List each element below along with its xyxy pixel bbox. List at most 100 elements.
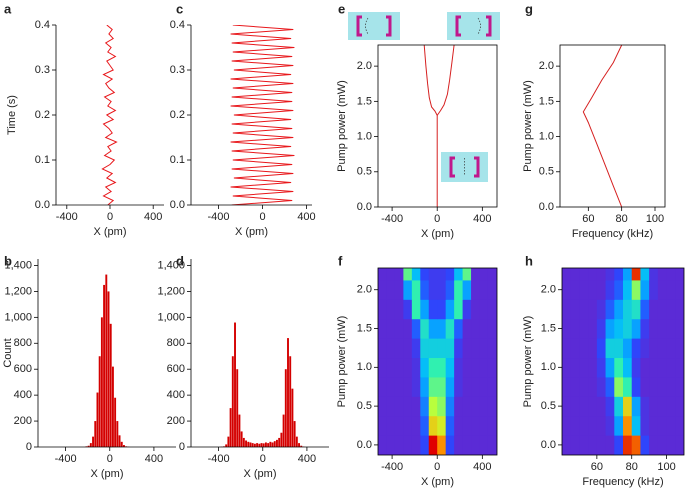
x-tick-label: 400	[145, 453, 163, 465]
panel-letter: e	[338, 1, 345, 16]
heatmap-cell	[403, 415, 413, 436]
heatmap-cell	[445, 415, 455, 436]
heatmap-cell	[562, 299, 572, 320]
heatmap-cell	[445, 377, 455, 397]
heatmap-cell	[428, 338, 438, 359]
heatmap-cell	[462, 357, 472, 378]
panel: -400 0 400 0.0 0.1 0.2 0.3 0.4 X (pm) c	[170, 1, 316, 237]
y-tick-label: 2.0	[357, 284, 372, 296]
heatmap-cell	[614, 268, 624, 281]
heatmap-cell	[579, 396, 589, 417]
heatmap-cell	[614, 357, 624, 378]
heatmap-cell	[378, 268, 387, 281]
panel: -400 0 400 0 200 400 600 800 1,000 1,200 1,400 X (p…	[2, 253, 176, 480]
heatmap-cell	[487, 268, 497, 281]
y-tick-label: 0.0	[35, 199, 50, 211]
heatmap-cell	[462, 338, 472, 359]
x-tick-label: 400	[144, 211, 162, 223]
heatmap-cell	[649, 318, 659, 339]
heatmap-cell	[454, 435, 463, 455]
heatmap-cell	[479, 415, 489, 436]
heatmap-cell	[487, 338, 497, 359]
hist-bar	[247, 441, 250, 447]
heatmap-cell	[428, 435, 438, 455]
mirror	[455, 15, 461, 37]
heatmap-cell	[570, 415, 580, 436]
heatmap-cell	[428, 415, 438, 436]
heatmap-cell	[657, 280, 667, 300]
x-axis-label: X (pm)	[235, 226, 268, 238]
plot-area	[582, 45, 623, 207]
heatmap-cell	[411, 299, 421, 320]
heatmap-cell	[640, 318, 650, 339]
heatmap-cell	[454, 318, 463, 339]
inset	[441, 152, 488, 182]
hist-bar	[96, 392, 99, 447]
y-axis-label: Count	[2, 338, 14, 367]
x-tick-label: 400	[297, 211, 315, 223]
heatmap-cell	[605, 377, 615, 397]
heatmap-cell	[496, 377, 497, 397]
heatmap-cell	[631, 299, 641, 320]
panel-letter: c	[176, 1, 183, 16]
heatmap-cell	[487, 280, 497, 300]
heatmap-cell	[487, 435, 497, 455]
heatmap-cell	[640, 299, 650, 320]
heatmap-cell	[588, 415, 598, 436]
heatmap-cell	[631, 280, 641, 300]
heatmap-cell	[386, 268, 396, 281]
heatmap-cell	[479, 318, 489, 339]
hist-bar	[109, 323, 112, 447]
heatmap-cell	[588, 377, 598, 397]
y-tick-label: 1.5	[357, 95, 372, 107]
heatmap-cell	[437, 396, 447, 417]
heatmap-cell	[428, 396, 438, 417]
heatmap-cell	[562, 280, 572, 300]
heatmap-cell	[445, 268, 455, 281]
plot-area	[85, 274, 130, 447]
heatmap-cell	[675, 338, 684, 359]
y-tick-label: 0.1	[170, 154, 185, 166]
hist-bar	[111, 366, 114, 447]
heatmap-cell	[675, 415, 684, 436]
y-axis-label: Pump power (mW)	[522, 316, 534, 408]
hist-bar	[107, 291, 110, 447]
hist-bar	[238, 414, 241, 447]
heatmap-cell	[570, 299, 580, 320]
heatmap-cell	[378, 396, 387, 417]
heatmap-cell	[394, 280, 404, 300]
heatmap-cell	[649, 357, 659, 378]
heatmap-cell	[570, 377, 580, 397]
hist-bar	[293, 421, 296, 447]
hist-bar	[289, 356, 292, 447]
heatmap-cell	[614, 377, 624, 397]
hist-bar	[92, 436, 95, 447]
heatmap-cell	[386, 338, 396, 359]
y-tick-label: 0.0	[357, 439, 372, 451]
heatmap-cell	[487, 318, 497, 339]
heatmap-cell	[471, 396, 480, 417]
panel-letter: f	[338, 253, 343, 268]
heatmap-cell	[579, 318, 589, 339]
heatmap-cell	[411, 415, 421, 436]
heatmap-cell	[378, 357, 387, 378]
heatmap-cell	[378, 415, 379, 436]
y-tick-label: 1.0	[357, 130, 372, 142]
hist-bar	[231, 356, 234, 447]
x-tick-label: 0	[434, 461, 440, 473]
heatmap-cell	[631, 268, 641, 281]
y-tick-label: 1,000	[4, 311, 32, 323]
heatmap-cell	[411, 377, 421, 397]
heatmap-cell	[657, 357, 667, 378]
heatmap-cell	[496, 268, 497, 281]
axes-box	[559, 44, 666, 208]
heatmap-cell	[471, 318, 480, 339]
hist-bar	[260, 443, 263, 447]
heatmap-cell	[640, 268, 650, 281]
heatmap-cell	[570, 268, 580, 281]
heatmap-cell	[487, 377, 497, 397]
heatmap-cell	[437, 318, 447, 339]
heatmap-cell	[640, 435, 650, 455]
heatmap-cell	[471, 415, 480, 436]
